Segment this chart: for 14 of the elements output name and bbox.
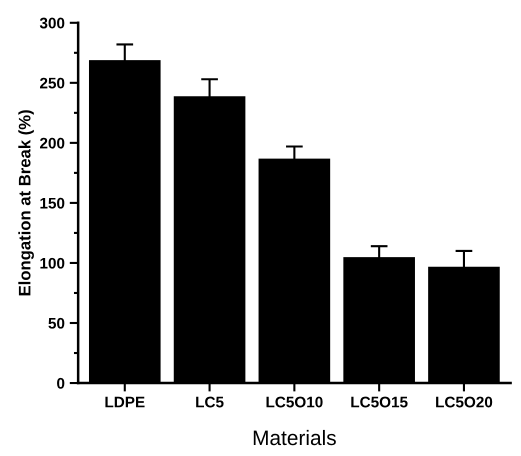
x-tick-label: LC5O20 <box>436 396 492 408</box>
y-tick-label: 300 <box>40 18 64 29</box>
x-tick-label: LDPE <box>105 396 145 408</box>
x-tick-label: LC5 <box>196 396 224 408</box>
y-axis-title: Elongation at Break (%) <box>18 110 34 296</box>
x-axis-title: Materials <box>254 430 336 446</box>
y-tick-label: 200 <box>40 138 64 149</box>
y-tick-label: 250 <box>40 78 64 89</box>
x-tick-label: LC5O10 <box>266 396 323 408</box>
y-tick-label: 50 <box>48 318 64 329</box>
x-tick-label: LC5O15 <box>351 396 408 408</box>
y-tick-label: 0 <box>57 378 64 389</box>
y-tick-label: 100 <box>40 258 64 269</box>
y-tick-label: 150 <box>40 198 64 209</box>
